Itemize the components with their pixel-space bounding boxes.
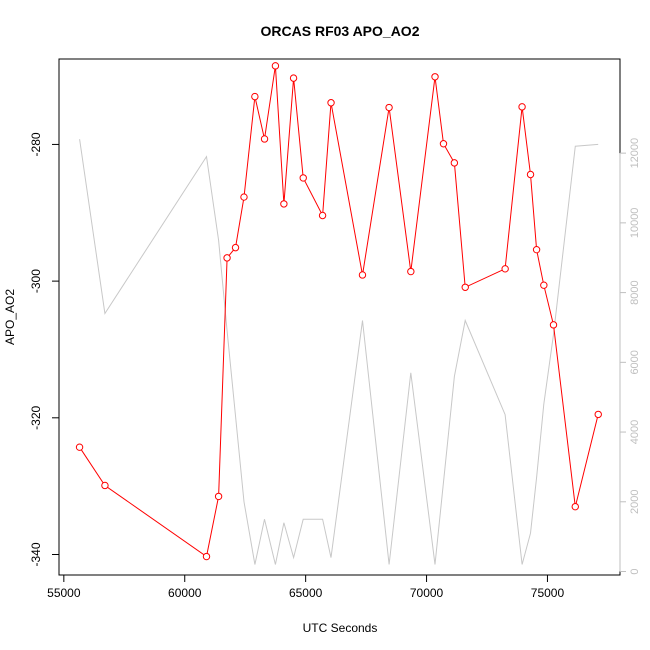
data-point xyxy=(518,103,526,111)
x-axis-label: UTC Seconds xyxy=(303,621,378,635)
data-point xyxy=(407,267,415,276)
data-point xyxy=(223,254,231,262)
data-point xyxy=(439,140,448,148)
series-red xyxy=(75,62,602,561)
data-point xyxy=(540,281,548,289)
data-point xyxy=(461,283,469,291)
data-point xyxy=(532,245,541,254)
y-tick-label: -280 xyxy=(29,132,43,156)
data-point xyxy=(299,174,307,182)
x-axis: 55000 60000 65000 70000 75000 xyxy=(47,574,565,600)
data-point xyxy=(327,99,335,107)
x-tick-label: 75000 xyxy=(531,586,565,600)
data-point xyxy=(450,159,459,167)
x-tick-label: 55000 xyxy=(47,586,81,600)
grey-series-line xyxy=(79,139,599,565)
x-tick-label: 60000 xyxy=(168,586,202,600)
data-point xyxy=(549,321,558,329)
data-point xyxy=(260,135,269,143)
data-point xyxy=(571,502,579,511)
data-point xyxy=(280,200,288,208)
y-tick-label: -340 xyxy=(29,542,43,566)
data-point xyxy=(318,211,327,220)
y2-tick-label: 0 xyxy=(629,568,641,574)
data-point xyxy=(431,73,439,81)
y2-tick-label: 6000 xyxy=(629,350,641,374)
y2-tick-label: 8000 xyxy=(629,280,641,304)
data-point xyxy=(271,62,280,70)
data-point xyxy=(202,552,211,561)
x-tick-label: 65000 xyxy=(289,586,323,600)
data-point xyxy=(594,410,602,419)
y2-axis: 0 2000 4000 6000 8000 10000 12000 xyxy=(619,138,641,575)
y-axis: -340 -320 -300 -280 xyxy=(29,132,60,567)
y2-tick-label: 12000 xyxy=(629,138,641,169)
data-point xyxy=(251,92,259,101)
y-tick-label: -300 xyxy=(29,269,43,293)
y2-tick-label: 4000 xyxy=(629,420,641,444)
y-tick-label: -320 xyxy=(29,405,43,429)
data-point xyxy=(289,74,298,82)
data-point xyxy=(385,103,393,112)
x-tick-label: 70000 xyxy=(410,586,444,600)
y-axis-label: APO_AO2 xyxy=(3,289,17,345)
data-point xyxy=(101,481,109,490)
y2-tick-label: 10000 xyxy=(629,208,641,239)
data-point xyxy=(240,193,248,201)
data-point xyxy=(231,243,240,252)
data-point xyxy=(214,492,223,501)
data-point xyxy=(526,170,535,179)
series-grey xyxy=(79,139,599,565)
data-point xyxy=(75,443,84,451)
data-point xyxy=(501,265,509,273)
y2-tick-label: 2000 xyxy=(629,490,641,514)
chart-title: ORCAS RF03 APO_AO2 xyxy=(261,23,420,39)
data-point xyxy=(358,271,367,279)
